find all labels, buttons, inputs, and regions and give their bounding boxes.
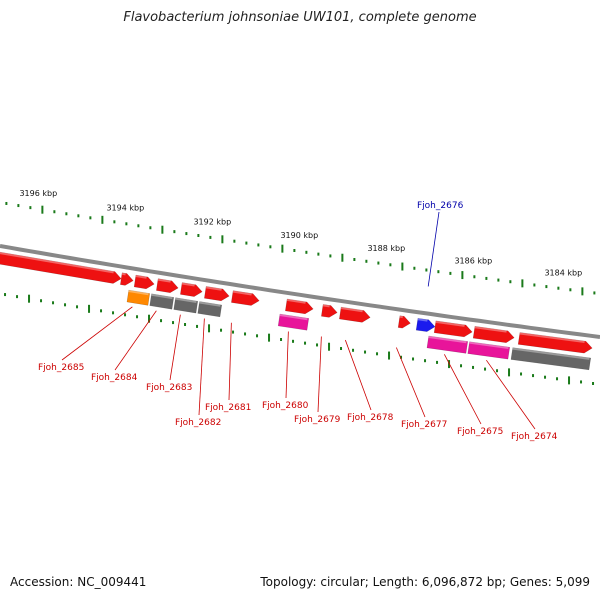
gene-feature [204, 286, 230, 302]
leader-line [285, 331, 289, 399]
gene-feature [156, 278, 179, 294]
gene-feature [397, 315, 411, 329]
gene-label: Fjoh_2684 [91, 373, 138, 383]
gene-features [0, 251, 593, 371]
gene-feature [321, 304, 338, 318]
gene-feature [149, 293, 175, 310]
kbp-axis-labels: 3196 kbp 3194 kbp 3192 kbp 3190 kbp 3188 kbp… [19, 189, 582, 278]
gene-shine [286, 298, 306, 304]
gene-feature [467, 341, 511, 360]
gene-feature [180, 282, 203, 297]
leader-line [169, 314, 181, 381]
gene-shine [417, 318, 428, 322]
leader-line [317, 336, 322, 413]
leader-line [344, 339, 372, 411]
kbp-label: 3194 kbp [106, 203, 144, 212]
map-title: Flavobacterium johnsoniae UW101, complet… [123, 10, 477, 25]
leader-line [228, 322, 232, 401]
gene-label: Fjoh_2676 [417, 201, 464, 211]
gene-label: Fjoh_2679 [294, 415, 341, 425]
gene-feature [433, 320, 473, 338]
gene-label: Fjoh_2681 [205, 403, 251, 413]
gene-label: Fjoh_2677 [401, 420, 447, 430]
gene-shine [512, 347, 590, 360]
gene-shine [232, 290, 252, 296]
gene-shine [474, 326, 507, 333]
gene-feature [339, 306, 371, 323]
gene-feature [472, 326, 515, 343]
tick-marks-bottom [4, 293, 595, 385]
kbp-label: 3190 kbp [280, 231, 318, 240]
gene-shine [128, 290, 149, 296]
gene-label: Fjoh_2685 [38, 363, 84, 373]
kbp-label: 3186 kbp [454, 256, 492, 265]
gene-label: Fjoh_2680 [262, 401, 309, 411]
leader-line [61, 306, 133, 361]
kbp-label: 3196 kbp [19, 189, 57, 198]
leader-line [486, 359, 536, 430]
gene-feature [285, 298, 314, 315]
kbp-label: 3188 kbp [367, 244, 405, 253]
gene-feature [173, 297, 199, 314]
tick-marks-top [5, 201, 596, 296]
gene-shine [135, 275, 147, 279]
gene-shine [175, 297, 197, 304]
gene-shine [322, 304, 330, 308]
kbp-label: 3192 kbp [193, 218, 231, 227]
gene-label: Fjoh_2674 [511, 432, 558, 442]
gene-label: Fjoh_2683 [146, 383, 192, 393]
leader-line [114, 310, 157, 371]
gene-shine [151, 293, 173, 300]
gene-feature [231, 290, 260, 306]
gene-feature [277, 313, 310, 331]
gene-label: Fjoh_2678 [347, 413, 394, 423]
leader-line [427, 211, 440, 287]
accession-text: Accession: NC_009441 [10, 575, 147, 589]
gene-labels: Fjoh_2685 Fjoh_2684 Fjoh_2683 Fjoh_2682 Fjoh… [38, 201, 558, 442]
gene-shine [435, 320, 465, 327]
label-leader-lines [61, 211, 536, 430]
gene-shine [121, 272, 126, 276]
genome-backbone [0, 244, 600, 339]
gene-shine [428, 335, 467, 344]
leader-line [198, 318, 205, 416]
gene-label: Fjoh_2682 [175, 418, 221, 428]
gene-shine [0, 252, 114, 274]
gene-label: Fjoh_2675 [457, 427, 503, 437]
gene-shine [469, 341, 509, 350]
gene-feature [126, 289, 151, 306]
gene-feature [0, 251, 122, 284]
gene-feature [517, 332, 593, 354]
gene-feature [415, 317, 436, 332]
gene-feature [510, 347, 592, 371]
leader-line [444, 354, 482, 425]
gene-shine [279, 314, 308, 321]
gene-shine [157, 278, 171, 283]
gene-feature [120, 272, 134, 286]
gene-shine [199, 301, 221, 307]
gene-shine [205, 286, 222, 291]
gene-feature [133, 274, 155, 290]
gene-feature [426, 335, 469, 354]
gene-feature [197, 301, 223, 318]
gene-shine [340, 307, 363, 313]
genome-stats-text: Topology: circular; Length: 6,096,872 bp… [260, 575, 590, 589]
gene-shine [181, 282, 195, 287]
kbp-label: 3184 kbp [544, 269, 582, 278]
leader-line [395, 347, 426, 418]
gene-shine [519, 332, 585, 344]
